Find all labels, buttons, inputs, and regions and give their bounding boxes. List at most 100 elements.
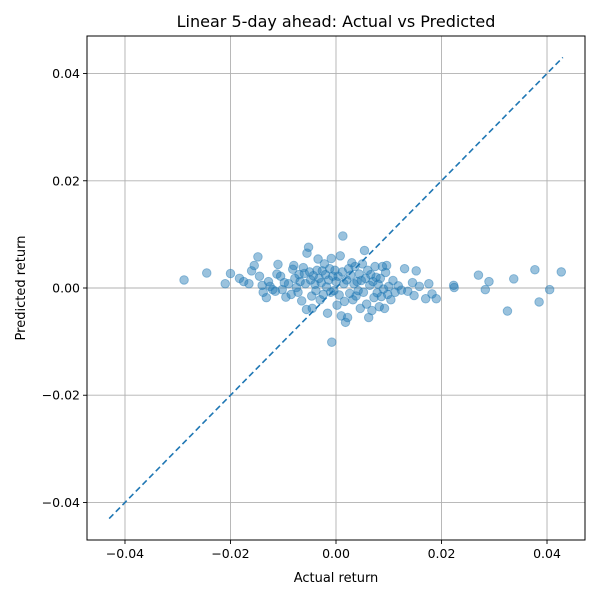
data-point [272,269,282,279]
data-point [300,278,311,289]
data-point [257,280,267,291]
data-point [369,292,379,303]
data-point [179,275,189,285]
x-axis-ticks: −0.04 −0.02 0.00 0.02 0.04 [106,540,561,561]
data-point [355,303,366,314]
data-point [334,290,344,300]
data-point [314,273,324,284]
data-point [294,269,304,280]
data-point [304,267,315,277]
data-point [473,270,484,280]
data-point [317,266,328,276]
data-point [320,269,331,280]
data-point [380,267,391,278]
data-point [254,271,265,281]
data-point [287,264,298,274]
data-point [344,288,355,299]
identity-reference-line [108,56,564,520]
data-point [396,285,407,295]
data-point [305,275,316,285]
data-point [327,337,337,347]
data-point [325,287,336,298]
data-point [279,277,290,288]
data-point [449,282,459,293]
data-point [273,259,283,270]
data-point [420,293,431,304]
data-point [409,290,419,301]
data-point [326,253,337,264]
data-point [534,297,544,307]
data-point [296,296,307,306]
data-point [234,273,245,284]
data-point [544,284,555,295]
data-point [291,282,302,293]
y-tick-label: −0.02 [42,388,80,403]
data-point [346,270,356,280]
data-point [302,248,312,258]
data-point [315,295,325,305]
data-point [379,303,390,314]
data-point [310,279,320,289]
data-point [270,286,281,296]
data-point [556,267,567,277]
data-point [502,306,513,316]
data-point [283,278,294,289]
data-point [332,300,342,310]
data-point [313,254,323,264]
points-layer [179,231,567,347]
data-point [431,293,441,304]
data-point [299,268,310,279]
data-point [265,281,275,292]
data-point [373,279,383,289]
data-point [321,282,332,292]
data-point [275,271,286,281]
data-point [306,291,317,301]
data-point [348,295,358,305]
data-point [312,265,322,276]
data-point [356,275,367,286]
data-point [393,281,404,291]
data-point [331,276,341,287]
data-point [359,245,370,256]
data-point [329,285,339,296]
data-point [354,269,364,279]
data-point [349,278,359,289]
data-point [509,274,519,284]
data-point [411,266,421,276]
data-point [350,261,360,272]
y-tick-label: 0.04 [52,66,80,81]
reference-line-layer [108,56,564,520]
data-point [381,260,392,271]
data-point [342,312,353,323]
x-axis-title: Actual return [294,571,379,586]
data-point [382,289,393,300]
data-point [366,269,376,280]
data-point [372,288,382,298]
data-point [357,259,368,269]
data-point [390,287,400,298]
data-point [340,317,351,328]
data-point [402,286,413,296]
data-point [281,292,291,302]
data-point [414,281,425,292]
data-point [322,308,333,318]
data-point [246,266,257,276]
data-point [261,292,272,303]
data-point [238,276,249,287]
data-point [263,276,274,287]
data-point [367,305,377,316]
data-point [293,287,303,298]
data-point [277,284,287,295]
data-point [249,260,259,271]
data-point [319,259,330,269]
data-point [339,278,349,289]
data-point [303,242,314,253]
data-point [220,278,230,289]
data-point [298,262,309,273]
data-point [328,271,338,281]
data-point [308,270,319,281]
data-point [289,260,299,271]
y-axis-title: Predicted return [14,236,29,341]
data-point [258,287,268,298]
data-point [341,275,352,285]
